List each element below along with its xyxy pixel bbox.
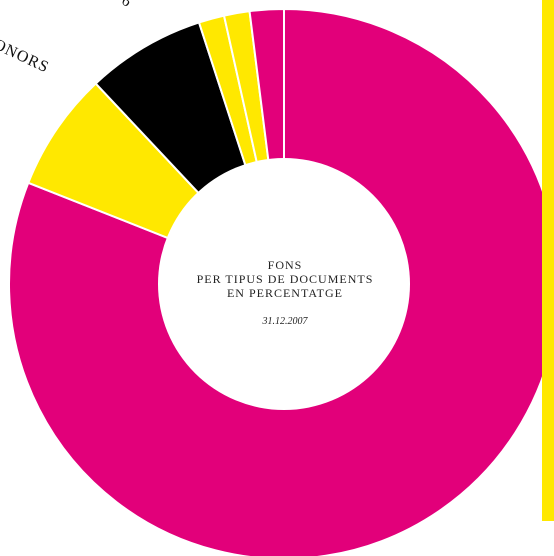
donut-center-hole: [158, 158, 410, 410]
center-title-line-2: EN PERCENTATGE: [226, 286, 344, 300]
center-title-line-0: FONS: [267, 258, 303, 272]
center-title: FONS PER TIPUS DE DOCUMENTS EN PERCENTATGE: [160, 258, 410, 300]
donut-slice-0: [8, 7, 554, 556]
center-date: 31.12.2007: [262, 316, 308, 327]
center-title-line-1: PER TIPUS DE DOCUMENTS: [196, 272, 374, 286]
center-caption: FONS PER TIPUS DE DOCUMENTS EN PERCENTATGE…: [160, 258, 410, 327]
yellow-side-bar: [542, 0, 554, 521]
